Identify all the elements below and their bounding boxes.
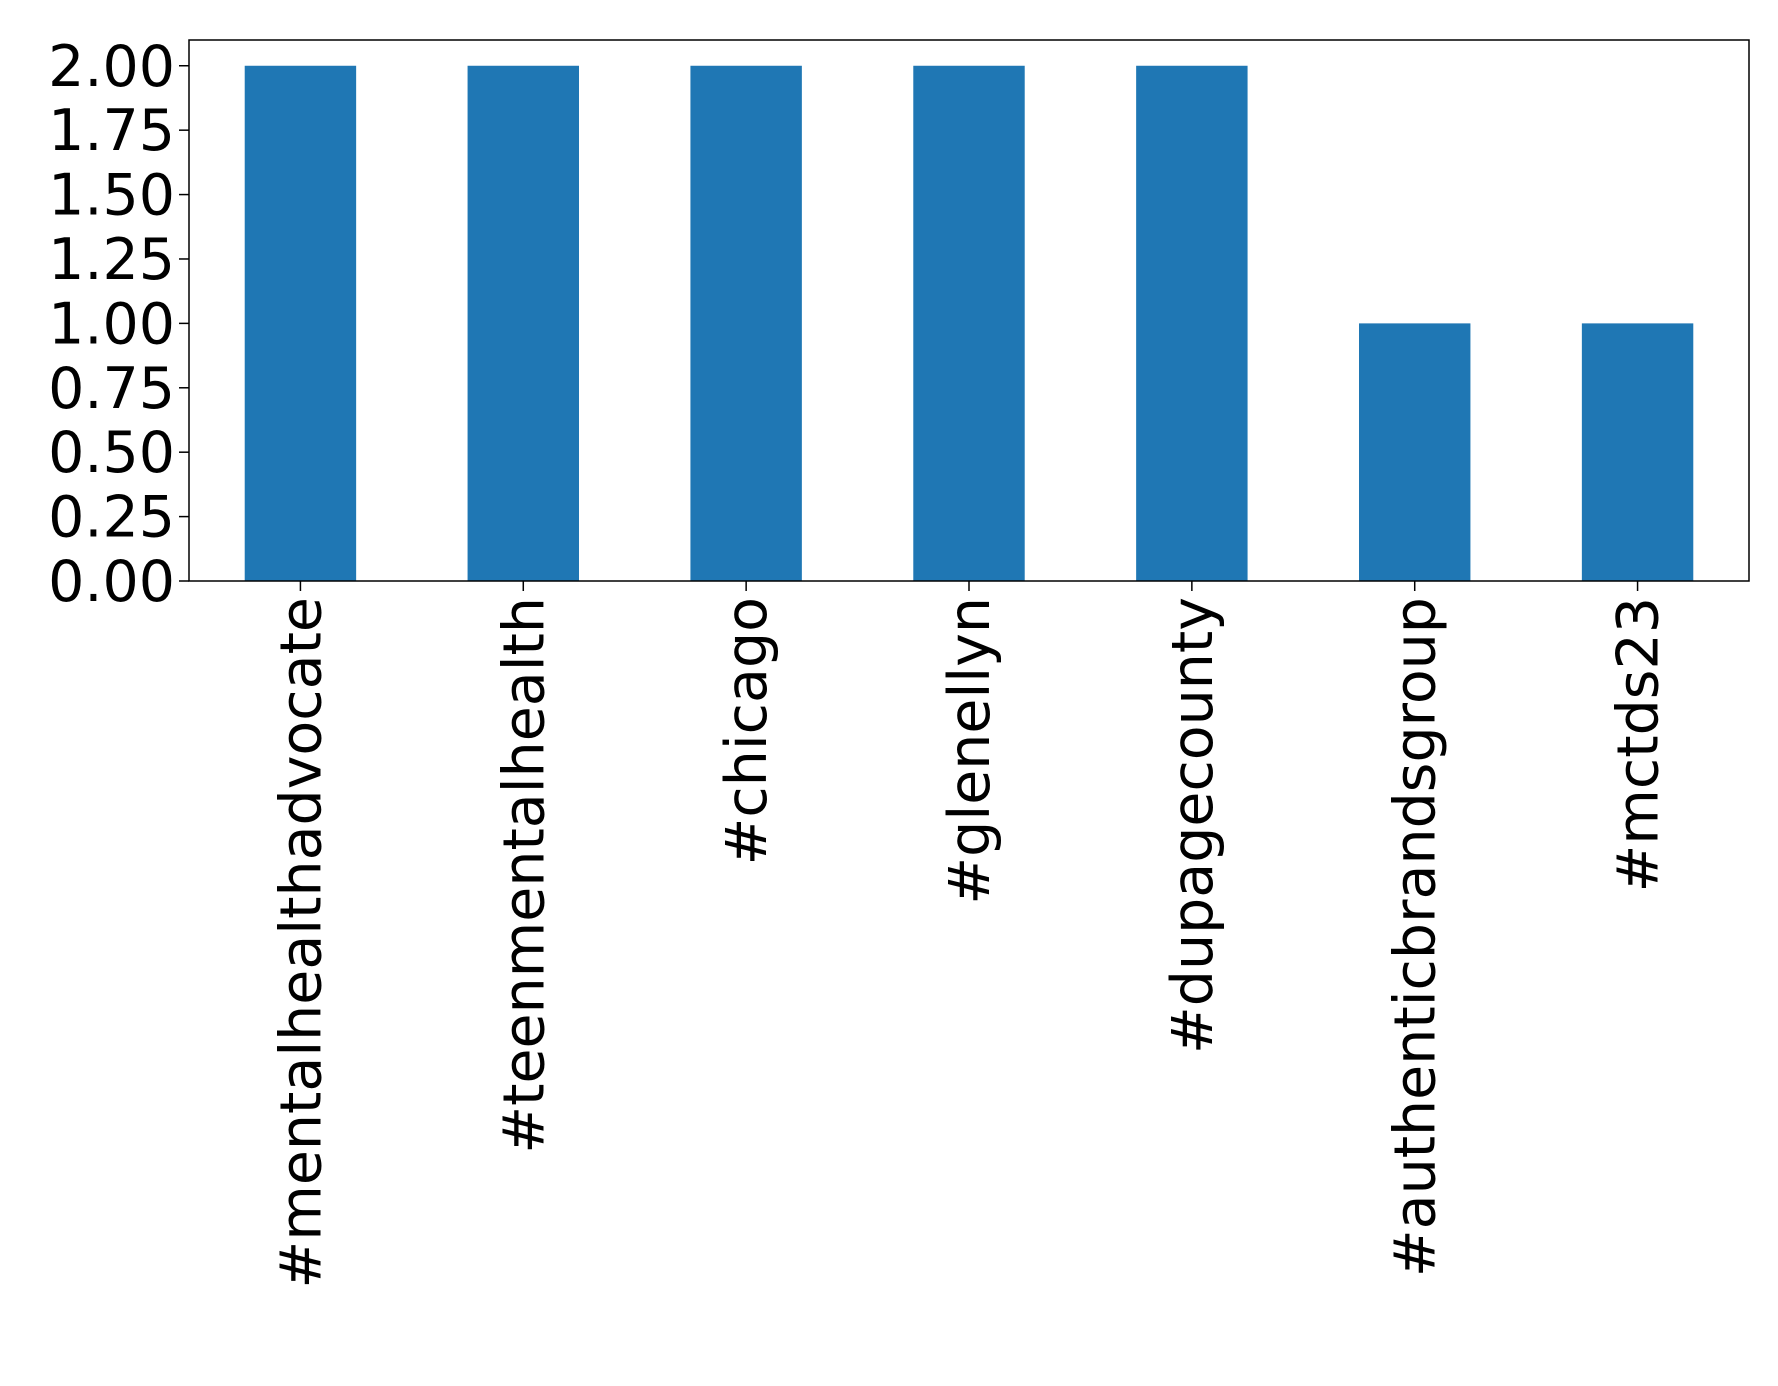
y-tick-label: 1.50 — [48, 163, 175, 229]
x-tick-label: #authenticbrandsgroup — [1383, 597, 1449, 1277]
bar — [1359, 323, 1471, 581]
y-tick-label: 1.25 — [48, 227, 175, 293]
bar — [467, 65, 579, 581]
y-tick-label: 2.00 — [48, 34, 175, 100]
bar — [244, 65, 357, 581]
y-tick-label: 0.25 — [48, 485, 175, 551]
x-tick-label: #chicago — [714, 597, 780, 865]
bar — [1136, 65, 1248, 581]
x-tick-label: #teenmentalhealth — [491, 597, 557, 1154]
x-tick-label: #glenellyn — [937, 597, 1003, 905]
x-tick-label: #mentalhealthadvocate — [268, 597, 334, 1288]
bar — [1581, 323, 1694, 581]
y-tick-label: 0.50 — [48, 420, 175, 486]
y-tick-label: 0.75 — [48, 356, 175, 422]
plot-frame — [188, 39, 1750, 582]
x-tick-label: #dupagecounty — [1160, 597, 1226, 1054]
bar — [690, 65, 802, 581]
x-tick-label: #mctds23 — [1606, 597, 1672, 892]
y-tick-label: 1.00 — [48, 291, 175, 357]
y-tick-label: 0.00 — [48, 549, 175, 615]
y-tick-label: 1.75 — [48, 98, 175, 164]
bar — [913, 65, 1025, 581]
